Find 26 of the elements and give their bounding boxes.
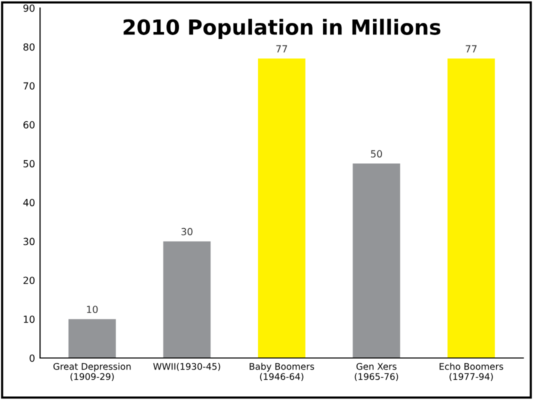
x-tick-label: Echo Boomers (1977-94) — [440, 362, 504, 382]
bar — [448, 58, 495, 358]
y-tick-label: 50 — [24, 160, 35, 168]
y-tick-label: 40 — [23, 198, 35, 206]
text: 2010 Population in Millions — [124, 18, 440, 39]
data-label: 50 — [371, 150, 382, 158]
x-tick-label: WWII(1930-45) — [153, 362, 220, 371]
x-tick-label: Baby Boomers (1946-64) — [250, 362, 314, 382]
x-tick-label: Gen Xers (1965-76) — [354, 363, 398, 382]
bar — [352, 164, 400, 358]
x-tick-label: Great Depression (1909-29) — [53, 362, 131, 382]
data-label: 30 — [181, 228, 192, 236]
bar — [68, 319, 116, 358]
bar — [163, 241, 211, 358]
data-label: 10 — [87, 306, 98, 314]
y-tick-label: 20 — [24, 276, 35, 284]
y-tick-label: 10 — [24, 316, 35, 323]
y-tick-label: 90 — [23, 4, 35, 12]
y-tick-label: 30 — [24, 238, 35, 246]
y-tick-label: 80 — [23, 43, 35, 51]
y-tick-label: 70 — [24, 82, 35, 90]
data-label: 77 — [276, 45, 288, 52]
y-tick-label: 60 — [23, 121, 35, 128]
data-label: 77 — [466, 45, 477, 52]
y-tick-label: 0 — [30, 354, 35, 362]
bar — [258, 58, 306, 358]
